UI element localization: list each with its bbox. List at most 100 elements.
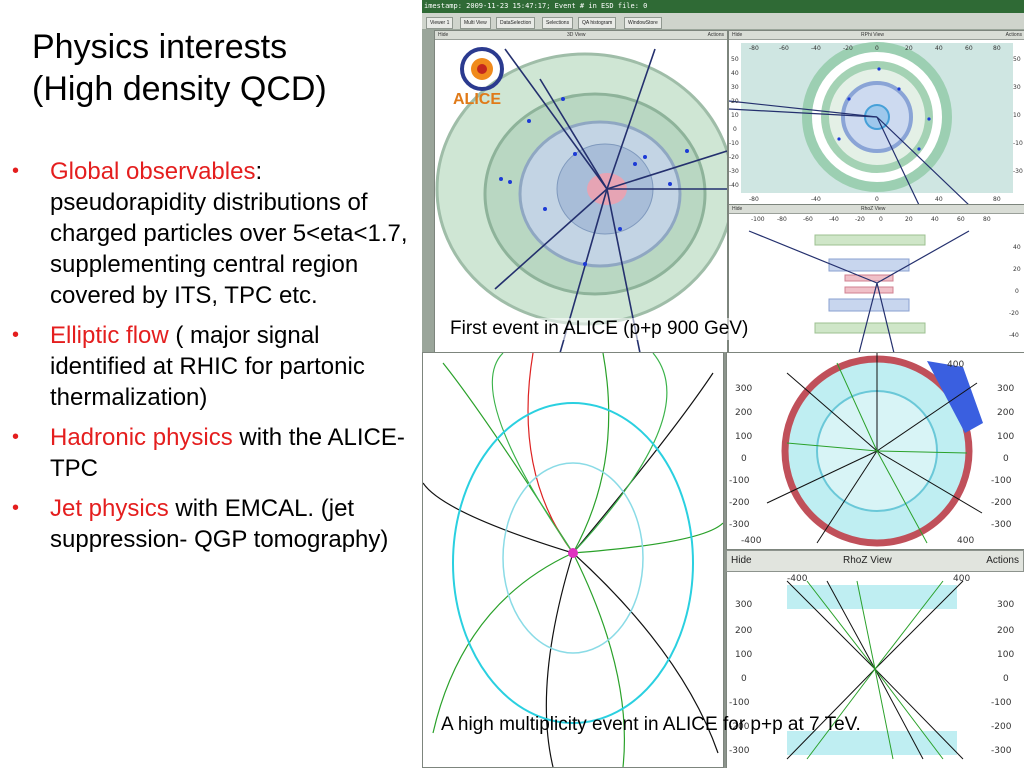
bullet-highlight: Hadronic physics: [50, 424, 233, 451]
tick-label: 50: [731, 56, 739, 63]
tick-label: 0: [875, 196, 879, 203]
bullet-list: • Global observables: pseudorapidity dis…: [10, 156, 410, 564]
panel-rhoz-view: Hide RhoZ View -100 -80 -60 -40 -20 0 20: [728, 204, 1024, 352]
tick-label: -20: [729, 154, 739, 161]
tick-label: 200: [735, 408, 752, 418]
tick-label: 20: [905, 216, 913, 223]
tick-label: 0: [1003, 674, 1009, 684]
viewer-tabs: Viewer 1 Multi View DataSelection Select…: [422, 13, 1024, 29]
tick-label: 0: [741, 674, 747, 684]
rphi-tick-labels: -80 -60 -40 -20 0 20 40 60 80 -80 -40 0 …: [729, 45, 1023, 203]
tab-viewer-1[interactable]: Viewer 1: [426, 17, 454, 29]
tick-label: 10: [731, 112, 739, 119]
slide-title-line1: Physics interests: [32, 28, 288, 66]
tick-label: 80: [983, 216, 991, 223]
bullet-text: with EMCAL. (jet suppression- QGP tomogr…: [50, 495, 389, 553]
panel-title: RPhi View: [861, 32, 884, 38]
alice-logo-text: ALICE: [453, 91, 501, 108]
tick-label: -400: [741, 536, 762, 546]
tick-label: 50: [1013, 56, 1021, 63]
rhoz-view-title: RhoZ View: [843, 555, 892, 566]
tick-label: -100: [991, 698, 1012, 708]
bullet-dot-icon: •: [12, 160, 20, 182]
tick-label: 200: [997, 408, 1014, 418]
tick-label: -300: [729, 746, 750, 756]
tick-label: -400: [787, 574, 808, 584]
tick-label: 20: [905, 45, 913, 52]
tick-label: 20: [731, 98, 739, 105]
tick-label: 10: [1013, 112, 1021, 119]
hide-button[interactable]: Hide: [731, 555, 752, 566]
tick-label: -10: [729, 140, 739, 147]
rhoz-view-bar: Hide RhoZ View Actions: [726, 550, 1024, 572]
slide-title: Physics interests (High density QCD): [32, 26, 422, 110]
tick-label: -60: [779, 45, 789, 52]
timestamp-bar: imestamp: 2009-11-23 15:47:17; Event # i…: [422, 0, 1024, 13]
rhoz-7tev-render: -400 400 300 200 100 0 -100 -200 -300 30…: [727, 571, 1024, 768]
tick-label: 200: [997, 626, 1014, 636]
tick-label: -20: [843, 45, 853, 52]
rhoz-7tev-ticks: -400 400 300 200 100 0 -100 -200 -300 30…: [729, 574, 1014, 756]
tick-label: 300: [735, 600, 752, 610]
tick-label: -20: [1009, 310, 1019, 317]
bullet-dot-icon: •: [12, 324, 20, 346]
tick-label: 100: [735, 650, 752, 660]
tick-label: 80: [993, 196, 1001, 203]
tick-label: 20: [1013, 266, 1021, 273]
tick-label: -200: [729, 722, 750, 732]
hide-button[interactable]: Hide: [438, 32, 449, 38]
bullet-highlight: Jet physics: [50, 495, 169, 522]
event-display-7tev: 300 200 100 0 -100 -200 -300 300 200 100…: [422, 352, 1024, 768]
bullet-text: : pseudorapidity distributions of charge…: [50, 158, 408, 309]
panel-rphi-view: Hide RPhi View Actions -80 -60 -40 -20: [728, 30, 1024, 206]
hide-button[interactable]: Hide: [732, 32, 743, 38]
tab-multi-view[interactable]: Multi View: [460, 17, 491, 29]
tracks-3d-render: [423, 353, 723, 767]
tab-selections[interactable]: Selections: [542, 17, 574, 29]
bullet-jet-physics: • Jet physics with EMCAL. (jet suppressi…: [10, 493, 410, 555]
tab-qa-histogram[interactable]: QA histogram: [578, 17, 617, 29]
tick-label: -200: [729, 498, 750, 508]
tick-label: -40: [1009, 332, 1019, 339]
detector-3d-render: [435, 48, 727, 352]
actions-button[interactable]: Actions: [986, 555, 1019, 566]
actions-button[interactable]: Actions: [707, 32, 724, 38]
bullet-highlight: Global observables: [50, 158, 256, 185]
tick-label: 200: [735, 626, 752, 636]
tick-label: 300: [735, 384, 752, 394]
tick-label: 0: [733, 126, 737, 133]
tick-label: 0: [1003, 454, 1009, 464]
tick-label: 60: [957, 216, 965, 223]
panel-tracks-3d: [422, 352, 724, 768]
tick-label: -100: [751, 216, 765, 223]
tick-label: 100: [735, 432, 752, 442]
rhoz-tick-labels: -100 -80 -60 -40 -20 0 20 40 60 80 40 20…: [751, 216, 1021, 339]
tick-label: -200: [991, 722, 1012, 732]
alice-logo: ALICE: [451, 45, 513, 108]
tick-label: 30: [1013, 84, 1021, 91]
bullet-text: ( major signal identified at RHIC for pa…: [50, 322, 365, 411]
tick-label: -80: [749, 196, 759, 203]
panel-title: 3D View: [567, 32, 586, 38]
tab-data-selection[interactable]: DataSelection: [496, 17, 536, 29]
tick-label: 40: [1013, 244, 1021, 251]
bullet-dot-icon: •: [12, 497, 20, 519]
tick-label: 80: [993, 45, 1001, 52]
tab-window-store[interactable]: WindowStore: [624, 17, 662, 29]
tick-label: -60: [803, 216, 813, 223]
tick-label: 30: [731, 84, 739, 91]
actions-button[interactable]: Actions: [1005, 32, 1022, 38]
tick-label: 400: [947, 360, 964, 370]
rphi-7tev-ticks: 300 200 100 0 -100 -200 -300 300 200 100…: [729, 360, 1014, 546]
tick-label: -300: [729, 520, 750, 530]
hide-button[interactable]: Hide: [732, 206, 743, 212]
slide-title-line2: (High density QCD): [32, 70, 327, 108]
tick-label: -20: [855, 216, 865, 223]
rhoz-render: -100 -80 -60 -40 -20 0 20 40 60 80 40 20…: [748, 216, 1021, 352]
tick-label: 40: [931, 216, 939, 223]
panel-rhoz-7tev: -400 400 300 200 100 0 -100 -200 -300 30…: [726, 570, 1024, 768]
panel-3d-view: Hide 3D View Actions: [434, 30, 728, 352]
tick-label: -40: [811, 45, 821, 52]
tick-label: 40: [935, 45, 943, 52]
panel-3d-header: Hide 3D View Actions: [435, 31, 727, 40]
